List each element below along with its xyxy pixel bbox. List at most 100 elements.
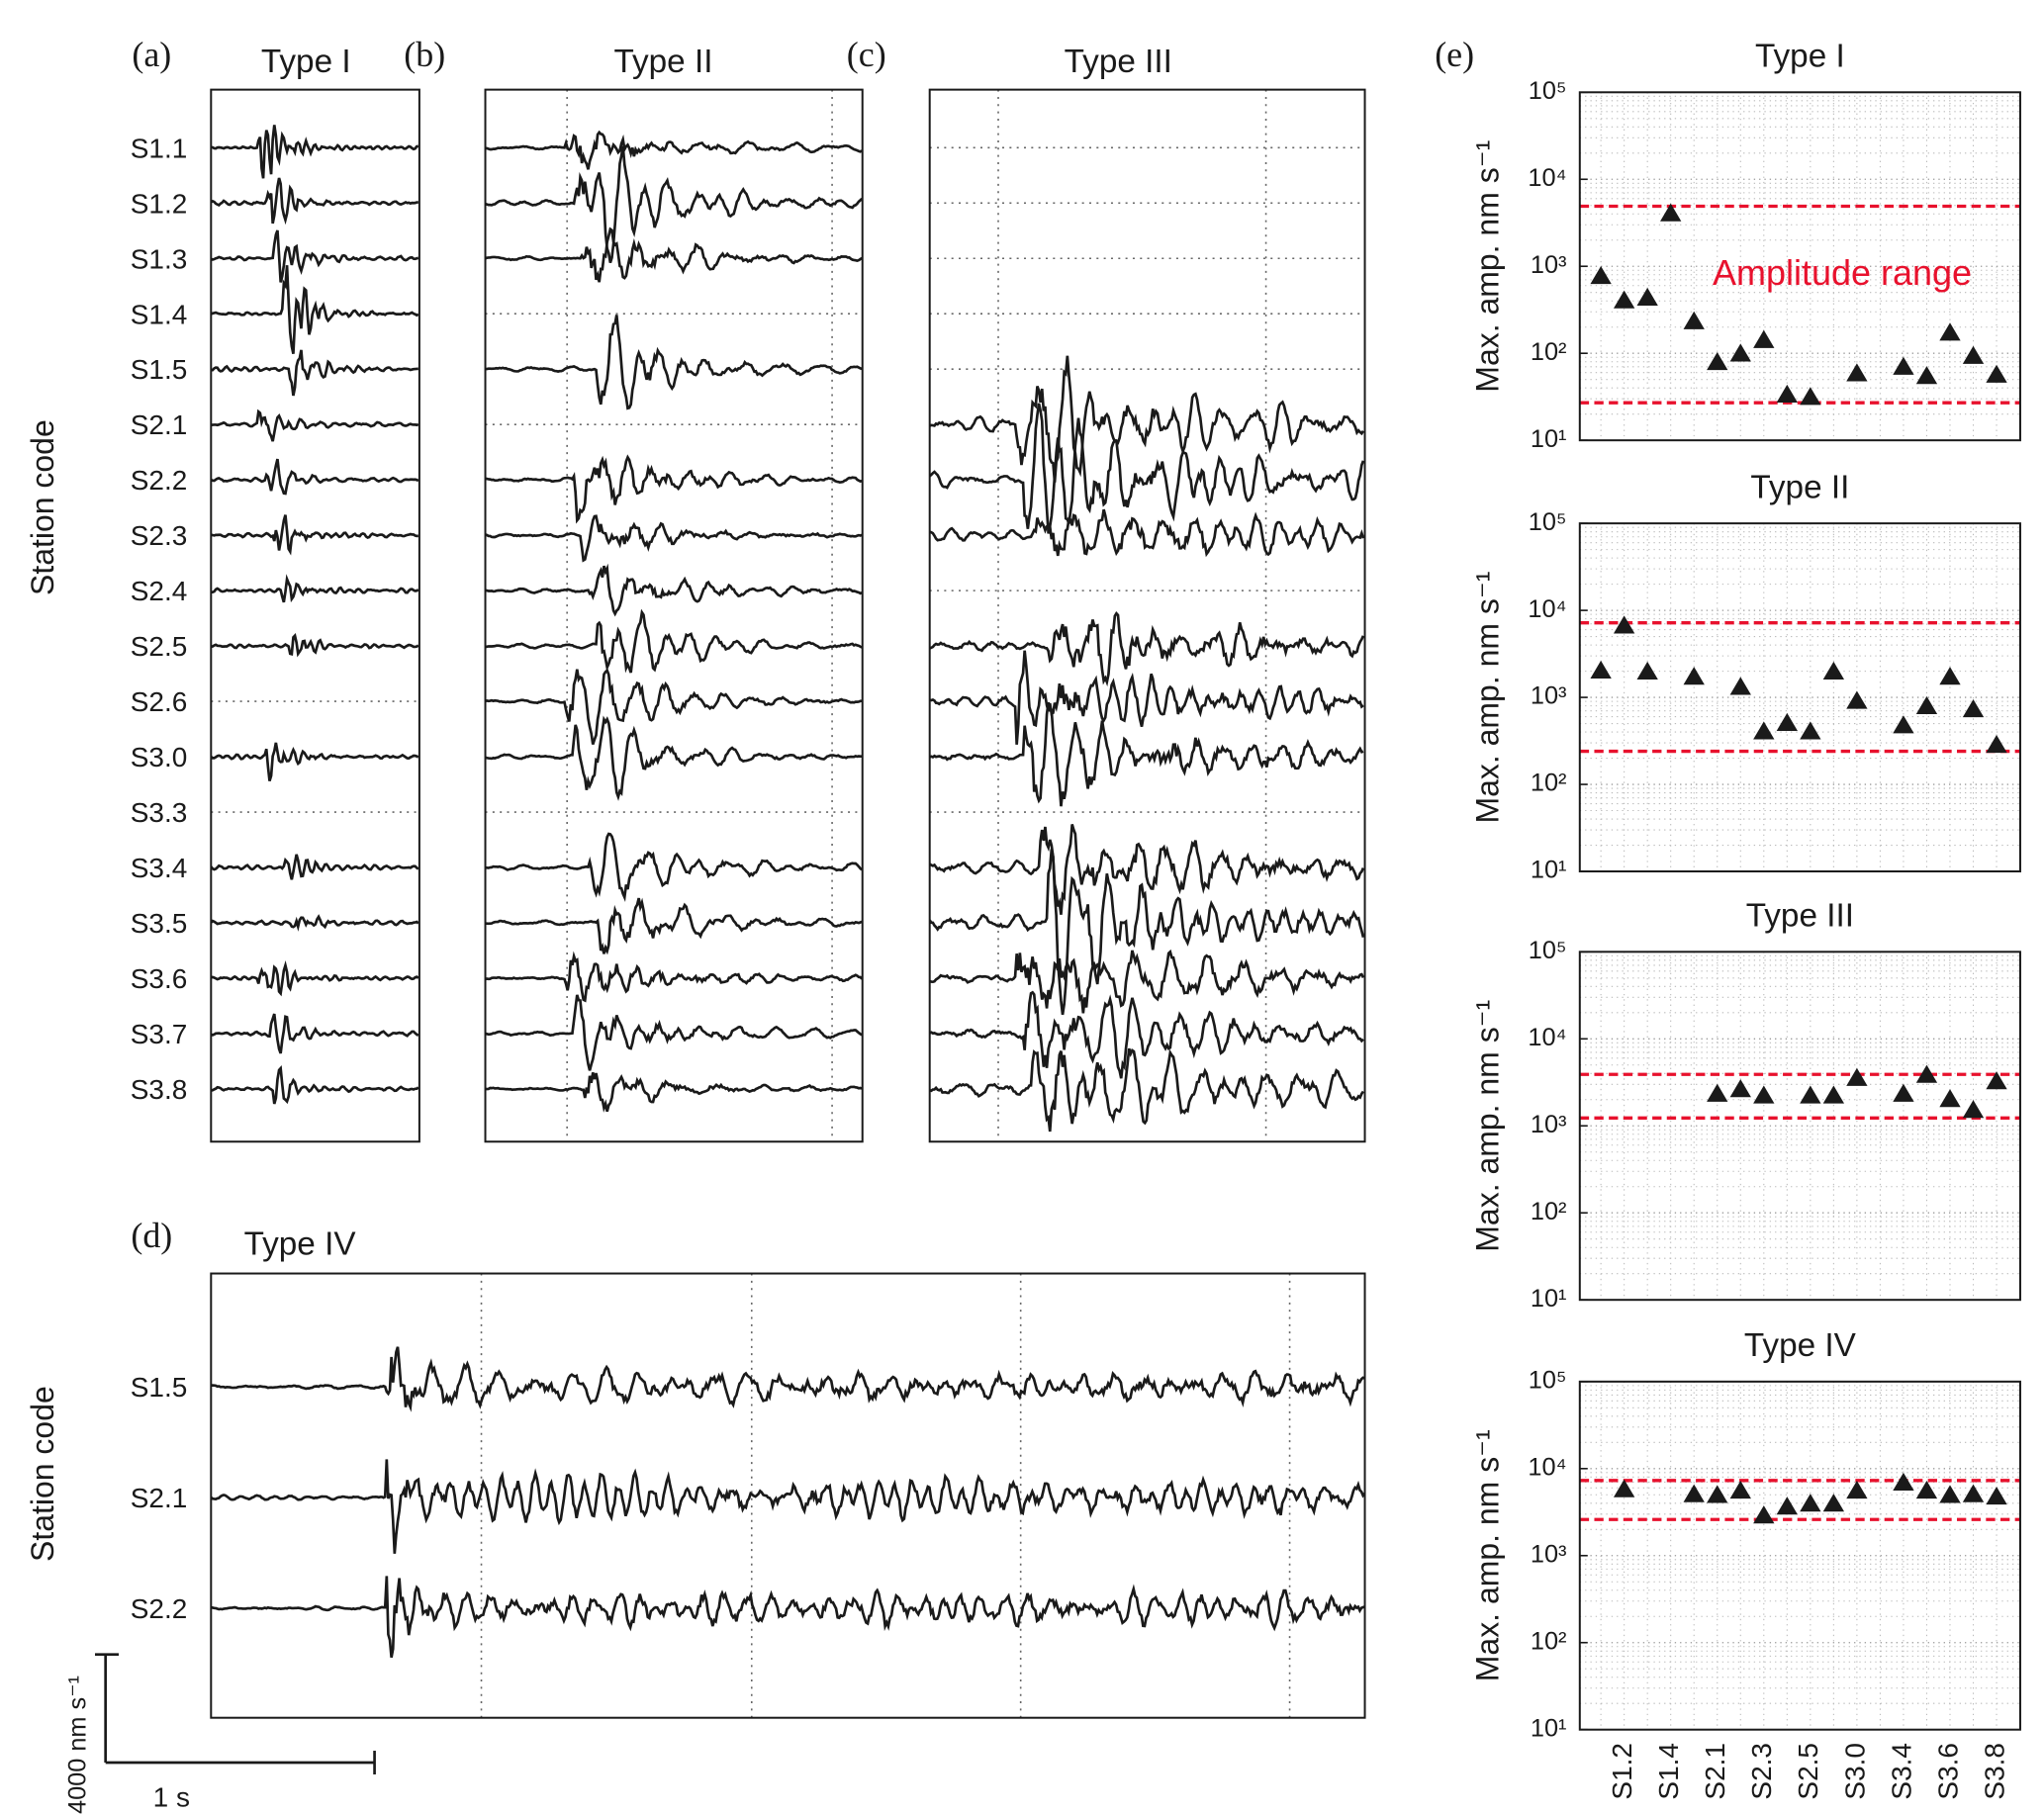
- y-axis-label: Station code: [25, 419, 60, 595]
- waveform: [485, 897, 863, 955]
- waveform: [211, 177, 418, 226]
- marker: [1636, 661, 1658, 680]
- y-tick-label: 10²: [1531, 1198, 1567, 1225]
- marker: [1800, 721, 1821, 740]
- plot-area: [1579, 523, 2020, 872]
- marker: [1707, 352, 1728, 371]
- chart-title: Type I: [1755, 38, 1845, 74]
- marker: [1683, 667, 1705, 685]
- marker: [1776, 384, 1798, 404]
- panel-title: Type IV: [244, 1225, 357, 1262]
- waveform: [929, 949, 1365, 1014]
- waveform-group: [929, 89, 1365, 1142]
- chart-title: Type II: [1750, 469, 1849, 505]
- marker: [1962, 698, 1985, 718]
- marker: [1753, 1085, 1775, 1104]
- y-tick-label: 10¹: [1531, 1285, 1567, 1313]
- plot-area: [1579, 92, 2020, 441]
- marker: [1939, 1089, 1961, 1108]
- marker: [1800, 387, 1821, 406]
- waveform: [211, 514, 418, 556]
- panel-frame: [210, 88, 420, 1143]
- marker: [1613, 1479, 1635, 1497]
- annotation: Amplitude range: [1713, 252, 1972, 293]
- panel-label: (a): [132, 35, 171, 74]
- station-label: S1.5: [131, 1372, 188, 1403]
- y-tick-label: 10³: [1531, 251, 1567, 279]
- marker: [1822, 1494, 1845, 1512]
- waveform: [211, 1459, 1365, 1554]
- waveform: [485, 1071, 863, 1113]
- panel-title: Type III: [1065, 44, 1172, 80]
- waveform: [929, 508, 1365, 558]
- waveform: [485, 715, 863, 801]
- waveform: [211, 914, 419, 932]
- waveform: [211, 265, 419, 355]
- station-label: S1.2: [131, 188, 188, 219]
- waveform: [929, 990, 1364, 1079]
- marker: [1753, 1505, 1775, 1524]
- marker: [1729, 1079, 1751, 1098]
- waveform: [929, 650, 1364, 745]
- station-label: S1.4: [131, 299, 188, 329]
- marker: [1939, 322, 1961, 341]
- waveform: [929, 403, 1365, 534]
- station-label: S3.4: [131, 853, 188, 883]
- plot-frame: [1578, 1380, 2021, 1731]
- marker: [1915, 1064, 1938, 1083]
- marker: [1753, 329, 1775, 348]
- marker: [1893, 356, 1914, 375]
- waveform: [929, 849, 1365, 1016]
- y-tick-label: 10¹: [1531, 425, 1567, 453]
- station-label: S1.1: [131, 133, 188, 163]
- waveform-group: [211, 1273, 1365, 1718]
- waveform: [485, 315, 863, 410]
- plot-area: [1579, 952, 2020, 1301]
- plot-frame: [1578, 91, 2021, 442]
- marker: [1729, 677, 1751, 695]
- y-axis-label: Max. amp. nm s⁻¹: [1470, 572, 1506, 824]
- waveform: [211, 1576, 1365, 1659]
- station-label: S3.3: [131, 797, 188, 828]
- marker: [1729, 1480, 1751, 1499]
- waveform: [485, 454, 863, 524]
- panel-frame: [928, 88, 1366, 1143]
- y-tick-label: 10²: [1531, 770, 1567, 797]
- marker: [1729, 343, 1751, 362]
- panel-label: (e): [1435, 35, 1474, 74]
- marker: [1707, 1485, 1728, 1503]
- waveform: [929, 824, 1365, 915]
- x-tick-label: S3.6: [1932, 1743, 1963, 1800]
- station-label: S2.4: [131, 576, 188, 606]
- waveform: [211, 854, 419, 880]
- station-label: S2.1: [131, 1483, 188, 1513]
- chart-title: Type III: [1746, 897, 1854, 934]
- marker: [1939, 667, 1961, 685]
- waveform: [929, 355, 1365, 483]
- marker: [1915, 1480, 1938, 1499]
- waveform: [211, 742, 419, 781]
- waveform: [485, 145, 863, 264]
- waveform: [485, 514, 863, 563]
- y-tick-label: 10¹: [1531, 857, 1567, 884]
- waveform: [211, 458, 419, 496]
- waveform: [929, 701, 1364, 807]
- y-tick-label: 10³: [1531, 682, 1567, 710]
- marker: [1986, 1071, 2007, 1090]
- marker: [1846, 363, 1868, 382]
- station-label: S3.6: [131, 963, 188, 994]
- x-tick-label: S2.5: [1793, 1743, 1823, 1800]
- panel-title: Type I: [261, 44, 351, 80]
- waveform: [929, 1047, 1365, 1133]
- y-tick-label: 10³: [1531, 1111, 1567, 1138]
- waveform: [485, 130, 863, 170]
- panel-label: (d): [131, 1216, 172, 1255]
- marker: [1590, 266, 1612, 285]
- marker: [1893, 1472, 1914, 1491]
- marker: [1800, 1085, 1821, 1104]
- x-tick-label: S1.4: [1653, 1743, 1684, 1800]
- marker: [1915, 366, 1938, 385]
- y-tick-label: 10⁴: [1528, 164, 1566, 192]
- plot-area: [1579, 1381, 2020, 1730]
- marker: [1962, 1484, 1985, 1502]
